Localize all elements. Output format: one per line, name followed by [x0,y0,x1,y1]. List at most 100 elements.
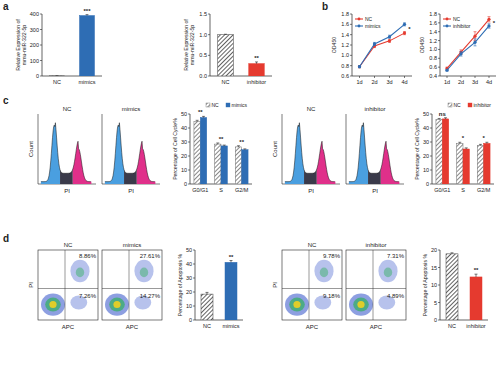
x-axis-label: PI [372,188,378,194]
error-cap [243,148,246,149]
legend-swatch [448,103,452,107]
x-tick-label: 2d [371,79,377,85]
series-line [360,24,405,66]
error-bar [452,253,453,254]
s-phase [124,169,137,184]
legend-label: NC [453,16,461,22]
y-tick-label: 1.4 [341,32,349,38]
point [445,69,448,72]
y-tick-label: 30 [423,139,429,145]
bar-chart: 01020304050Percentage of Cell Cycle%G0/G… [172,102,252,193]
scatter-cloud [105,260,154,316]
y-tick [438,58,440,59]
y-tick [438,76,440,77]
quadrant-line [102,288,162,289]
scatter-title: inhibitor [365,242,386,248]
error-cap [485,142,488,143]
hist-title: mimics [122,106,141,112]
x-tick-label: inhibitor [247,79,266,85]
series-line [447,26,489,70]
bar-chart: 0.00.51.01.5Relative Expression ofmmu-mi… [183,11,272,85]
cell-density [285,293,309,315]
series-line [360,33,405,67]
cell-density [320,268,328,278]
scatter-title: NC [308,242,317,248]
y-tick-label: 20 [423,153,429,159]
y-tick [188,170,190,171]
x-tick-label: mimics [222,323,239,329]
point [459,52,462,55]
point [473,41,476,44]
y-tick-label: 0.6 [341,73,349,79]
y-tick-label: 1.0 [341,52,349,58]
error-cap [488,23,491,24]
error-bar [480,144,481,145]
cell-cycle-histogram: NCPICount [272,106,340,194]
significance: * [462,135,465,141]
significance: ** [474,267,479,273]
error-bar [445,118,446,119]
figure: abcd0100200300400Relative Expression ofm… [0,0,500,377]
error-bar [224,145,225,147]
y-tick-label: 10 [186,303,192,309]
bar [225,262,237,320]
scatter-title: NC [64,242,73,248]
point [487,18,490,21]
y-tick-label: 0 [189,317,192,323]
y-axis [190,114,191,184]
bar-chart: 0100200300400Relative Expression ofmmu-m… [15,8,102,85]
y-tick [193,264,195,265]
bar [484,143,490,184]
plot-marks [446,253,482,320]
legend-line [443,18,451,19]
cell-density [105,293,129,315]
point [487,24,490,27]
line-chart: 0.60.81.01.21.41.61.8OD4501d2d3d4d*NCmim… [331,11,412,85]
x-tick-label: inhibitor [466,323,485,329]
plot-marks [194,116,248,184]
y-tick [40,76,42,77]
y-tick [188,142,190,143]
quadrant-percent: 7.26% [79,293,97,299]
quadrant-percent: 9.78% [323,253,341,259]
bar [477,146,483,185]
x-axis-label: PI [308,188,314,194]
bar [446,254,458,320]
x-axis-label: APC [62,324,75,330]
cell-cycle-histogram: NCPICount [28,106,96,194]
bar-chart: 01020304050Percentage of Cell Cycle%G0/G… [414,102,494,193]
y-tick [438,67,440,68]
error-cap [488,28,491,29]
hist-axis [282,114,283,184]
y-tick [350,55,352,56]
error-bar [476,274,477,277]
error-cap [474,31,477,32]
error-bar [256,62,257,64]
cell-density [314,260,333,282]
error-cap [86,14,89,15]
y-tick-label: 10 [431,282,437,288]
g2m-peak [381,141,400,184]
y-tick-label: 5 [434,300,437,306]
x-axis [352,76,412,77]
g2m-peak [317,141,336,184]
significance: ** [239,139,244,145]
y-tick [40,45,42,46]
significance: ns [439,111,447,117]
error-cap [196,120,199,121]
point [358,65,361,68]
significance: * [408,26,411,32]
cell-density [353,298,369,312]
y-tick-label: 1.8 [341,11,349,17]
error-cap [460,51,463,52]
x-tick [359,76,360,78]
y-tick [188,128,190,129]
bar [242,150,248,184]
y-tick [188,114,190,115]
error-bar [203,116,204,117]
plot-marks [445,17,490,72]
y-axis-label: PI [28,282,34,288]
point [403,32,406,35]
legend-line [355,18,363,19]
hist-outline [105,123,155,182]
